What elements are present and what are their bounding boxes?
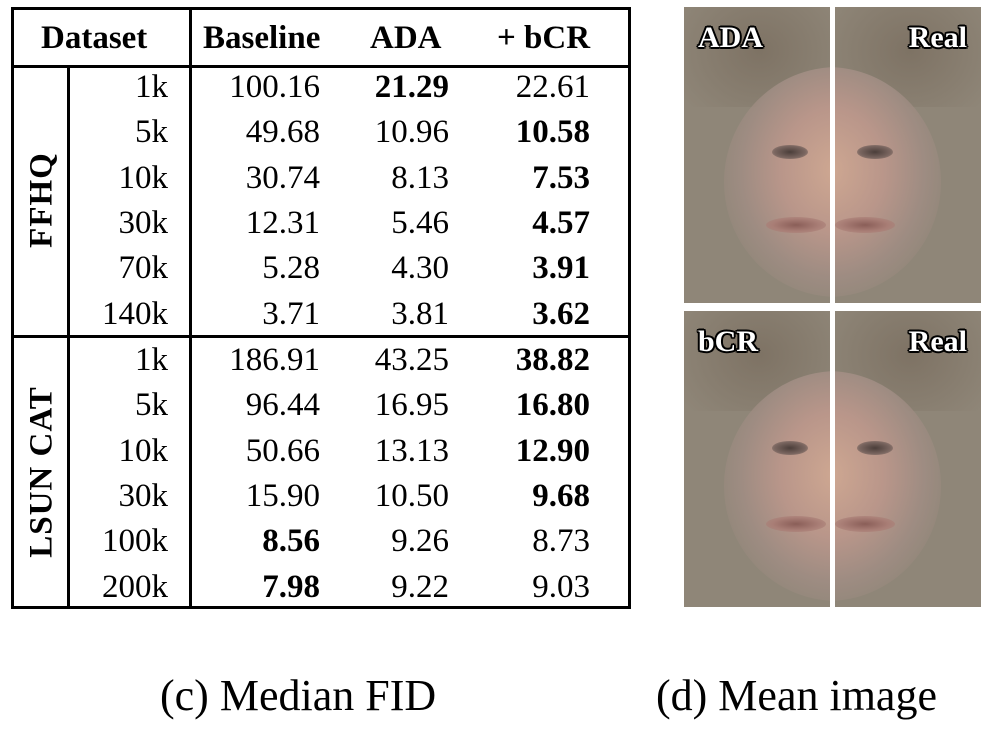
table-header: Dataset Baseline ADA + bCR [14, 10, 628, 68]
cell-baseline: 30.74 [245, 159, 320, 196]
cell-ada: 13.13 [374, 432, 449, 469]
cell-baseline: 5.28 [262, 250, 320, 287]
cell-baseline: 12.31 [245, 204, 320, 241]
cell-bcr: 9.03 [532, 568, 590, 605]
cell-size: 5k [135, 387, 168, 424]
cell-size: 70k [118, 250, 169, 287]
table-row: 10k 50.66 13.13 12.90 [14, 429, 628, 475]
table-row: 100k 8.56 9.26 8.73 [14, 519, 628, 565]
table-row: 1k 100.16 21.29 22.61 [14, 65, 628, 111]
real-label-bottom: Real [908, 325, 967, 358]
cell-bcr: 8.73 [532, 523, 590, 560]
header-ada: ADA [370, 20, 442, 56]
cell-size: 1k [135, 342, 168, 378]
cell-size: 30k [118, 477, 169, 514]
table-row: 5k 49.68 10.96 10.58 [14, 110, 628, 156]
ada-mean-face: ADA [684, 7, 830, 303]
table-row: 30k 15.90 10.50 9.68 [14, 474, 628, 520]
cell-size: 30k [118, 204, 169, 241]
bcr-label: bCR [698, 325, 759, 358]
caption-median-fid: (c) Median FID [160, 671, 437, 720]
cell-baseline: 100.16 [229, 69, 320, 105]
cell-ada: 4.30 [391, 250, 449, 287]
cell-ada: 10.50 [374, 477, 449, 514]
cell-size: 10k [118, 432, 169, 469]
cell-size: 200k [102, 568, 168, 605]
cell-baseline: 50.66 [245, 432, 320, 469]
cell-ada: 10.96 [374, 114, 449, 151]
cell-bcr: 22.61 [515, 69, 590, 105]
table-row: 5k 96.44 16.95 16.80 [14, 383, 628, 429]
cell-ada: 43.25 [374, 342, 449, 378]
cell-ada: 8.13 [391, 159, 449, 196]
real-mean-face-top: Real [835, 7, 981, 303]
cell-baseline: 49.68 [245, 114, 320, 151]
cell-bcr: 4.57 [532, 204, 590, 241]
cell-baseline: 15.90 [245, 477, 320, 514]
cell-bcr: 3.62 [532, 295, 590, 332]
real-label-top: Real [908, 21, 967, 54]
cell-size: 5k [135, 114, 168, 151]
bcr-mean-face: bCR [684, 311, 830, 607]
cell-ada: 21.29 [374, 69, 449, 105]
group-separator [14, 335, 628, 338]
caption-mean-image: (d) Mean image [656, 671, 937, 720]
cell-bcr: 12.90 [515, 432, 590, 469]
cell-baseline: 96.44 [245, 387, 320, 424]
cell-bcr: 7.53 [532, 159, 590, 196]
header-dataset: Dataset [41, 20, 148, 56]
table-row: 10k 30.74 8.13 7.53 [14, 156, 628, 202]
cell-size: 1k [135, 69, 168, 105]
table-row: 140k 3.71 3.81 3.62 [14, 292, 628, 338]
cell-bcr: 3.91 [532, 250, 590, 287]
cell-baseline: 7.98 [262, 568, 320, 605]
ada-label: ADA [698, 21, 763, 54]
cell-bcr: 38.82 [515, 342, 590, 378]
cell-ada: 5.46 [391, 204, 449, 241]
cell-ada: 3.81 [391, 295, 449, 332]
cell-size: 10k [118, 159, 169, 196]
cell-size: 140k [102, 295, 168, 332]
header-baseline: Baseline [203, 20, 321, 56]
table-row: 200k 7.98 9.22 9.03 [14, 565, 628, 611]
table-row: 1k 186.91 43.25 38.82 [14, 338, 628, 384]
cell-baseline: 3.71 [262, 295, 320, 332]
cell-ada: 9.22 [391, 568, 449, 605]
table-row: 30k 12.31 5.46 4.57 [14, 201, 628, 247]
cell-bcr: 9.68 [532, 477, 590, 514]
header-bcr: + bCR [497, 20, 591, 56]
cell-bcr: 10.58 [515, 114, 590, 151]
cell-baseline: 186.91 [229, 342, 320, 378]
cell-bcr: 16.80 [515, 387, 590, 424]
cell-ada: 9.26 [391, 523, 449, 560]
cell-ada: 16.95 [374, 387, 449, 424]
median-fid-table: Dataset Baseline ADA + bCR FFHQ LSUN CAT… [11, 7, 631, 609]
table-row: 70k 5.28 4.30 3.91 [14, 246, 628, 292]
header-divider [189, 10, 192, 606]
real-mean-face-bottom: Real [835, 311, 981, 607]
cell-baseline: 8.56 [262, 523, 320, 560]
cell-size: 100k [102, 523, 168, 560]
